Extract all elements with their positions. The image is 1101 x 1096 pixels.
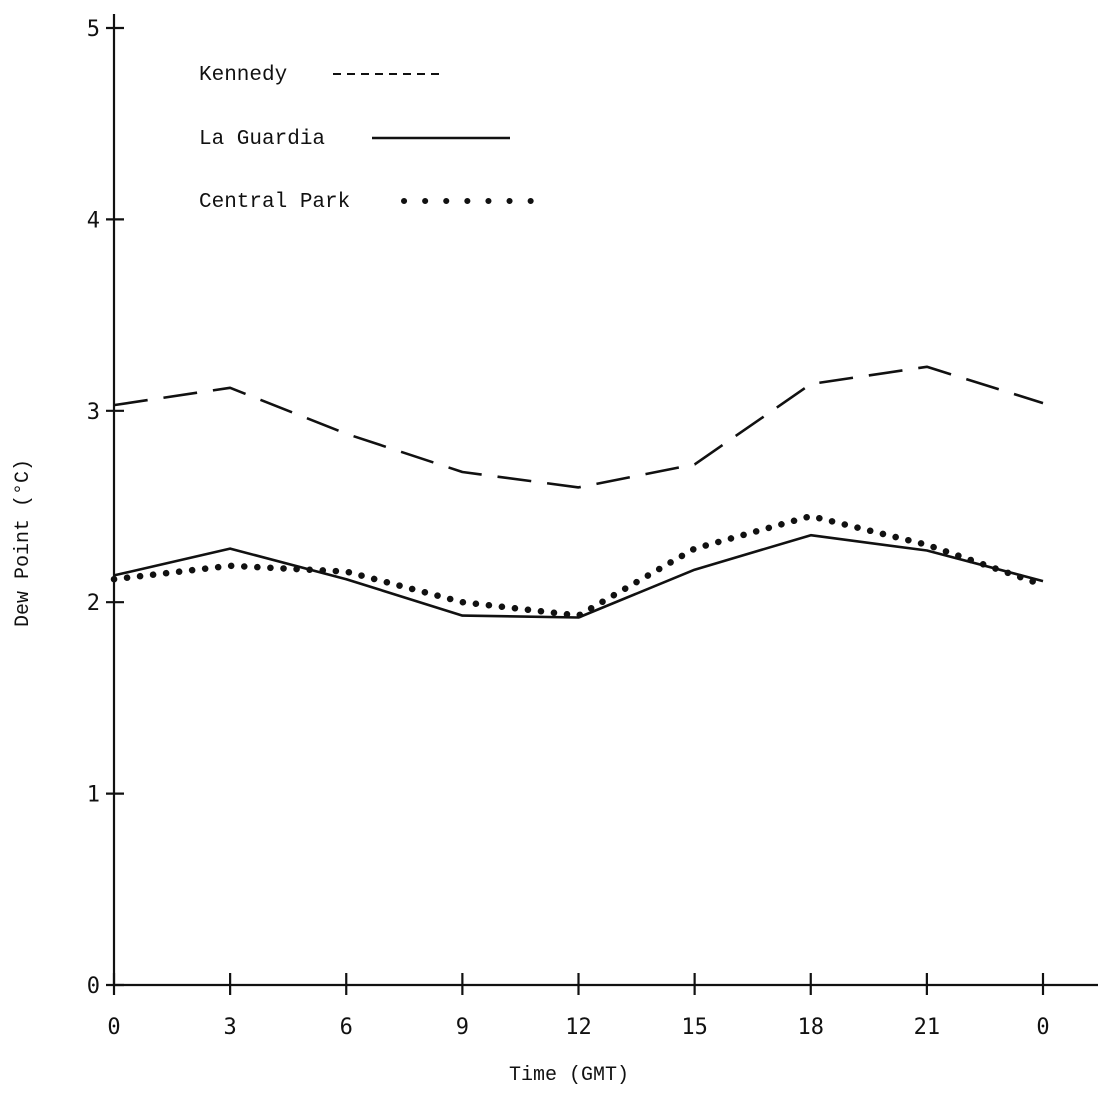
series-line-la-guardia	[113, 533, 1044, 619]
series-line-kennedy	[113, 365, 1044, 489]
y-tick-label: 4	[87, 208, 100, 233]
series-line-central-park	[110, 512, 1047, 619]
x-axis-title: Time (GMT)	[509, 1064, 629, 1087]
legend: Kennedy La Guardia Central Park	[199, 64, 553, 214]
legend-label-la-guardia: La Guardia	[199, 128, 325, 151]
y-tick-label: 2	[87, 591, 100, 616]
x-tick-label: 18	[798, 1015, 825, 1040]
y-tick-label: 3	[87, 400, 100, 425]
legend-label-central-park: Central Park	[199, 191, 350, 214]
x-tick-label: 9	[456, 1015, 469, 1040]
y-axis-title: Dew Point (°C)	[12, 459, 35, 627]
y-tick-label: 0	[87, 974, 100, 999]
x-tick-label: 21	[914, 1015, 941, 1040]
x-tick-label: 12	[565, 1015, 592, 1040]
plot-lines	[110, 365, 1047, 619]
legend-label-kennedy: Kennedy	[199, 64, 287, 87]
x-tick-label: 15	[681, 1015, 708, 1040]
axes	[112, 14, 1098, 987]
y-tick-label: 5	[87, 17, 100, 42]
x-tick-label: 3	[224, 1015, 237, 1040]
x-tick-label: 0	[107, 1015, 120, 1040]
y-tick-label: 1	[87, 783, 100, 808]
x-tick-label: 6	[340, 1015, 353, 1040]
x-tick-label: 0	[1036, 1015, 1049, 1040]
